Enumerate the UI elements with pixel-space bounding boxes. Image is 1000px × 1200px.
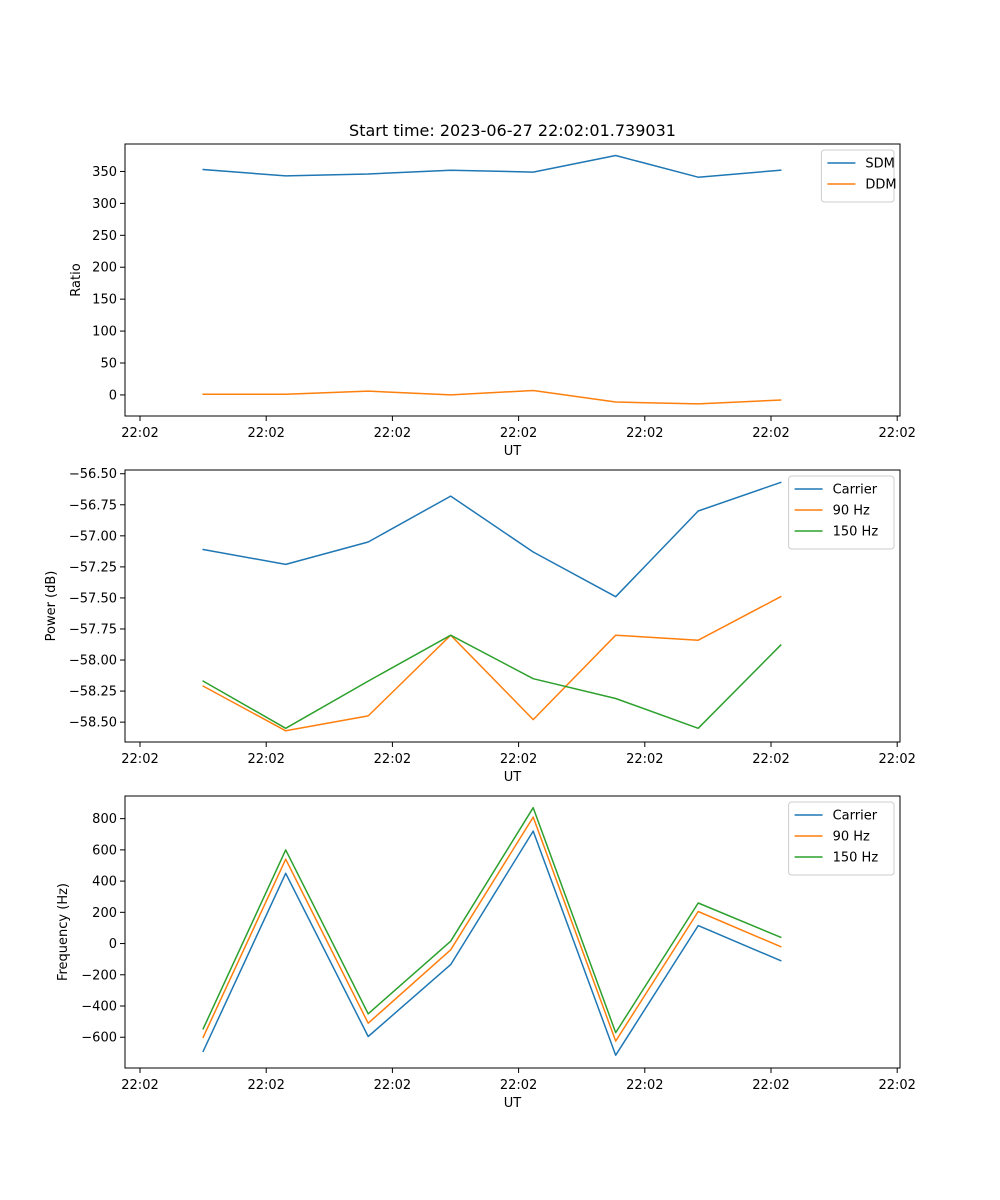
y-tick-label: 50	[100, 357, 117, 372]
legend-label: 150 Hz	[833, 851, 879, 866]
chart-panel-1: Start time: 2023-06-27 22:02:01.739031 22…	[69, 121, 916, 459]
y-tick-label: −400	[81, 1000, 117, 1015]
y-tick-label: 0	[109, 937, 117, 952]
x-tick-label: 22:02	[247, 426, 284, 441]
x-tick-label: 22:02	[247, 1078, 284, 1093]
chart-title: Start time: 2023-06-27 22:02:01.739031	[349, 121, 676, 140]
x-tick-label: 22:02	[374, 752, 411, 767]
x-tick-label: 22:02	[626, 426, 663, 441]
series-line-90-hz	[202, 595, 782, 732]
legend: Carrier 90 Hz 150 Hz	[788, 475, 895, 550]
y-tick-label: 250	[92, 229, 117, 244]
y-tick-label: −200	[81, 968, 117, 983]
x-tick-label: 22:02	[247, 752, 284, 767]
series-line-sdm	[202, 154, 782, 178]
x-tick-label: 22:02	[374, 426, 411, 441]
y-tick-label: −57.75	[69, 622, 117, 637]
legend-label: 150 Hz	[833, 525, 879, 540]
y-tick-label: 150	[92, 293, 117, 308]
y-tick-label: −58.00	[69, 654, 117, 669]
series-line-150-hz	[202, 806, 782, 1034]
y-tick-label: 0	[109, 388, 117, 403]
series-line-90-hz	[202, 816, 782, 1042]
legend-label: 90 Hz	[833, 504, 870, 519]
legend: Carrier 90 Hz 150 Hz	[788, 801, 895, 876]
chart-panel-3: 22:0222:0222:0222:0222:0222:0222:0222:03…	[56, 795, 916, 1111]
x-tick-label: 22:02	[626, 1078, 663, 1093]
x-tick-label: 22:02	[878, 1078, 915, 1093]
x-tick-label: 22:02	[878, 752, 915, 767]
y-tick-label: −56.75	[69, 498, 117, 513]
series-line-carrier	[202, 481, 782, 598]
y-tick-label: 600	[92, 843, 117, 858]
legend-label: Carrier	[833, 809, 878, 824]
y-axis-label: Frequency (Hz)	[56, 883, 71, 981]
x-tick-label: 22:02	[121, 426, 158, 441]
legend-label: DDM	[865, 178, 896, 193]
series-line-ddm	[202, 389, 782, 405]
x-axis-label: UT	[504, 1096, 522, 1111]
x-tick-label: 22:02	[121, 1078, 158, 1093]
y-tick-label: −600	[81, 1031, 117, 1046]
series-line-carrier	[202, 830, 782, 1056]
y-tick-label: −58.50	[69, 716, 117, 731]
y-tick-label: 200	[92, 906, 117, 921]
y-tick-label: 400	[92, 875, 117, 890]
x-axis-label: UT	[504, 770, 522, 785]
y-tick-label: 100	[92, 325, 117, 340]
x-tick-label: 22:02	[752, 426, 789, 441]
x-tick-label: 22:02	[500, 1078, 537, 1093]
y-tick-label: 200	[92, 261, 117, 276]
y-tick-label: 300	[92, 197, 117, 212]
x-tick-label: 22:02	[752, 1078, 789, 1093]
plot-area-frame	[124, 143, 901, 417]
series-line-150-hz	[202, 634, 782, 730]
x-tick-label: 22:02	[878, 426, 915, 441]
x-tick-label: 22:02	[121, 752, 158, 767]
x-tick-label: 22:02	[752, 752, 789, 767]
x-tick-label: 22:02	[500, 426, 537, 441]
x-axis-label: UT	[504, 444, 522, 459]
plot-area-frame	[124, 795, 901, 1069]
y-tick-label: −57.00	[69, 529, 117, 544]
plot-area-frame	[124, 469, 901, 743]
y-tick-label: 350	[92, 165, 117, 180]
y-tick-label: −57.25	[69, 560, 117, 575]
legend-label: Carrier	[833, 483, 878, 498]
legend-label: SDM	[865, 157, 894, 172]
x-tick-label: 22:02	[374, 1078, 411, 1093]
y-tick-label: −58.25	[69, 685, 117, 700]
y-tick-label: −56.50	[69, 467, 117, 482]
x-tick-label: 22:02	[500, 752, 537, 767]
y-axis-label: Power (dB)	[44, 571, 59, 642]
legend: SDM DDM	[820, 149, 897, 203]
y-tick-label: 800	[92, 812, 117, 827]
x-tick-label: 22:02	[626, 752, 663, 767]
legend-label: 90 Hz	[833, 830, 870, 845]
y-axis-label: Ratio	[69, 263, 84, 296]
chart-panel-2: 22:0222:0222:0222:0222:0222:0222:0222:03…	[44, 467, 916, 785]
y-tick-label: −57.50	[69, 591, 117, 606]
